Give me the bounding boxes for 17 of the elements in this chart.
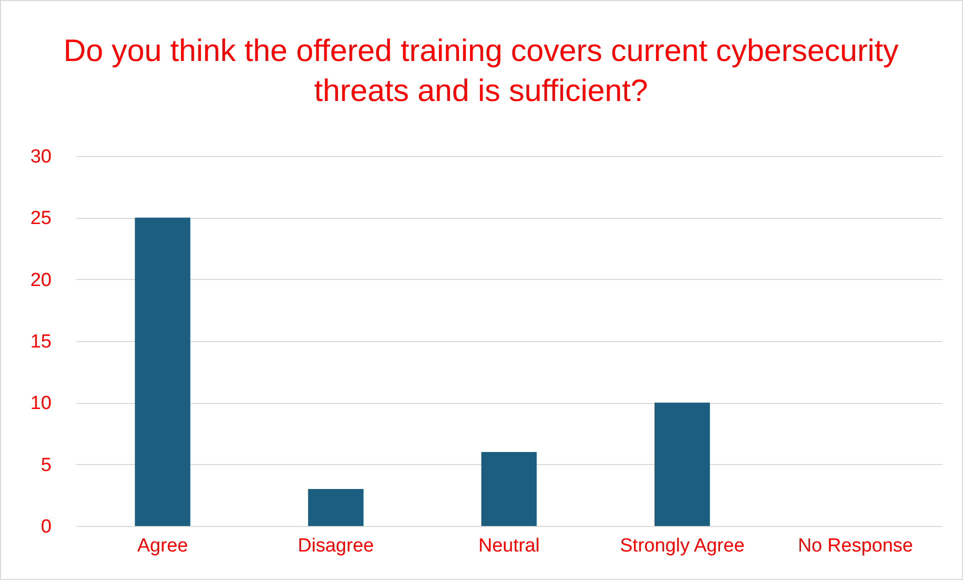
bar: [654, 402, 710, 526]
x-tick-label: Agree: [137, 536, 188, 556]
y-tick-label: 30: [30, 146, 52, 168]
y-tick-label: 5: [40, 454, 52, 476]
chart-title: Do you think the offered training covers current cybersecurity threats and is sufficient?: [62, 32, 900, 110]
y-tick-label: 15: [30, 332, 52, 352]
bar: [308, 489, 364, 526]
bar: [481, 452, 537, 526]
y-tick-label: 20: [30, 270, 52, 291]
x-tick-label: No Response: [798, 536, 913, 556]
y-tick-label: 25: [30, 208, 52, 230]
x-tick-label: Strongly Agree: [620, 536, 745, 556]
x-tick-label: Disagree: [298, 536, 374, 556]
y-tick-label: 10: [30, 393, 52, 414]
y-tick-label: 0: [40, 516, 52, 538]
bar: [134, 218, 190, 526]
x-tick-label: Neutral: [478, 536, 540, 556]
